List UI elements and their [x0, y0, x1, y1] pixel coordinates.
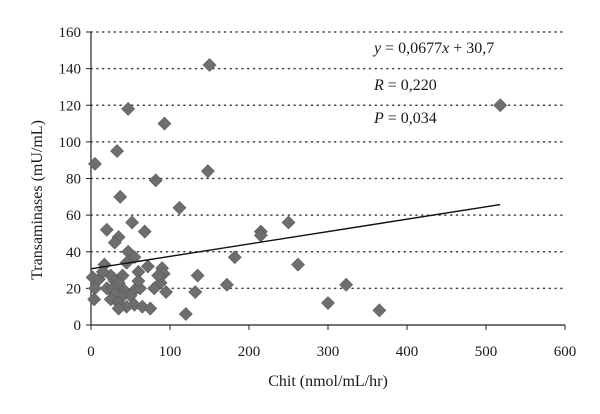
y-tick-label: 60: [66, 208, 81, 224]
r-value: = 0,220: [384, 77, 437, 94]
data-point: [113, 189, 128, 204]
data-point: [147, 281, 162, 296]
data-point: [110, 144, 124, 158]
x-tick-label: 600: [554, 344, 577, 360]
data-points: [85, 58, 508, 321]
data-point: [148, 173, 163, 188]
y-tick-label: 80: [66, 172, 81, 188]
data-point: [121, 101, 136, 116]
gridlines: [90, 31, 566, 290]
data-point: [281, 215, 296, 230]
correlation-r: R = 0,220: [373, 77, 437, 94]
r-symbol: R: [373, 77, 384, 94]
regression-equation: y = 0,0677x + 30,7: [372, 40, 494, 57]
data-point: [190, 268, 205, 283]
data-point: [151, 268, 166, 283]
p-value-number: = 0,034: [384, 110, 437, 127]
equation-intercept: + 30,7: [449, 40, 494, 57]
data-point: [143, 301, 158, 316]
x-axis-title: Chit (nmol/mL/hr): [268, 373, 388, 390]
data-point: [219, 277, 234, 292]
equation-x-symbol: x: [441, 40, 449, 57]
equation-y-symbol: y: [372, 40, 382, 57]
data-point: [200, 164, 215, 179]
equation-slope: = 0,0677: [381, 40, 442, 57]
regression-line-group: [90, 203, 501, 270]
data-point: [125, 215, 140, 230]
data-point: [321, 296, 335, 310]
data-point: [159, 285, 173, 299]
x-tick-label: 400: [396, 344, 419, 360]
y-tick-label: 160: [59, 25, 82, 41]
p-value: P = 0,034: [373, 110, 437, 127]
data-point: [157, 116, 172, 131]
y-tick-label: 120: [59, 98, 82, 114]
data-point: [493, 98, 508, 113]
data-point: [131, 274, 146, 288]
x-tick-label: 200: [238, 344, 261, 360]
y-tick-label: 100: [59, 135, 82, 151]
x-tick-label: 100: [159, 344, 182, 360]
data-point: [111, 301, 126, 316]
x-tick-label: 300: [317, 344, 340, 360]
data-point: [339, 277, 354, 292]
y-axis-title: Transaminases (mU/mL): [29, 120, 46, 280]
y-tick-label: 0: [74, 318, 82, 334]
data-point: [372, 303, 387, 318]
regression-line: [90, 203, 501, 270]
data-point: [188, 285, 203, 299]
data-point: [99, 222, 114, 237]
x-tick-label: 500: [475, 344, 498, 360]
tick-labels: 0 20 40 60 80 100 120 140 160 0 100 200 300 400 500 600: [59, 25, 577, 360]
x-tick-label: 0: [87, 344, 95, 360]
data-point: [88, 156, 102, 171]
data-point: [107, 235, 122, 250]
data-point: [178, 307, 193, 321]
p-symbol: P: [373, 110, 384, 127]
data-point: [291, 257, 305, 272]
y-tick-label: 20: [66, 281, 81, 297]
data-point: [172, 200, 187, 215]
data-point: [137, 224, 152, 239]
y-tick-label: 140: [59, 62, 82, 78]
data-point: [140, 259, 155, 274]
data-point: [95, 264, 110, 279]
data-point: [227, 250, 242, 265]
y-tick-label: 40: [66, 245, 81, 261]
data-point: [202, 58, 217, 72]
data-point: [87, 292, 102, 307]
